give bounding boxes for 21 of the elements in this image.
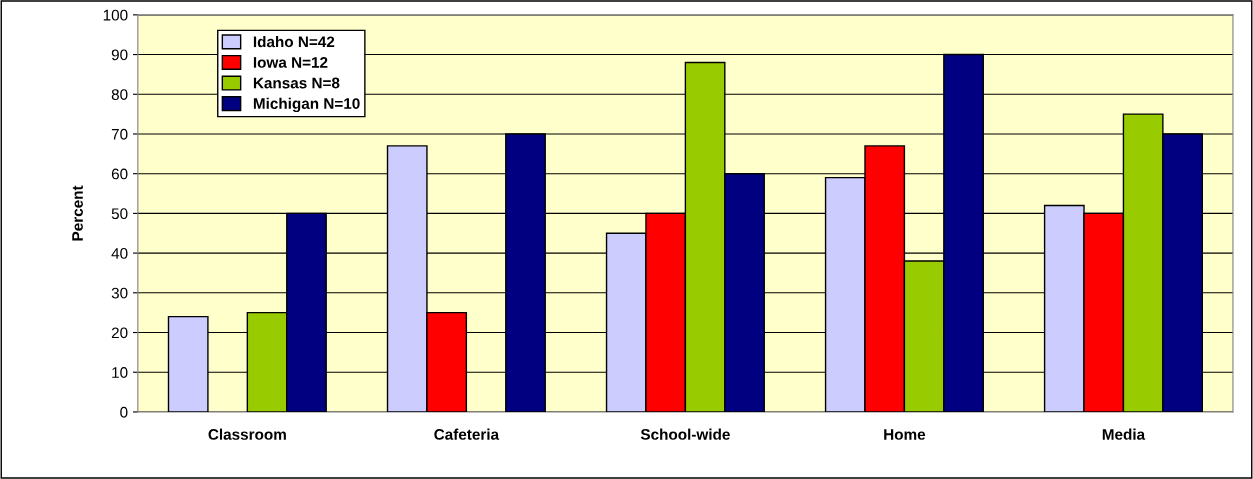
- y-tick-label: 50: [111, 208, 128, 220]
- y-tick-label: 20: [111, 327, 128, 339]
- y-tick-label: 100: [103, 9, 128, 21]
- legend-label: Iowa N=12: [253, 57, 328, 68]
- y-tick-label: 70: [111, 128, 128, 140]
- legend-label: Michigan N=10: [253, 97, 360, 113]
- y-axis-title: Percent: [72, 185, 83, 241]
- y-tick-label: 30: [111, 287, 128, 299]
- legend-label: Idaho N=42: [253, 36, 335, 48]
- y-tick-label: 60: [111, 168, 128, 180]
- y-tick-label: 10: [112, 367, 128, 378]
- y-tick-label: 80: [111, 89, 128, 100]
- x-tick-label: Media: [1102, 428, 1146, 440]
- y-tick-label: 0: [120, 406, 128, 418]
- legend-label: Kansas N=8: [253, 77, 340, 89]
- y-tick-label: 40: [111, 247, 128, 259]
- y-tick-label: 90: [111, 49, 128, 61]
- x-tick-label: Home: [884, 429, 926, 440]
- x-tick-label: School-wide: [640, 428, 730, 440]
- x-tick-label: Classroom: [208, 428, 286, 440]
- x-tick-label: Cafeteria: [434, 428, 500, 440]
